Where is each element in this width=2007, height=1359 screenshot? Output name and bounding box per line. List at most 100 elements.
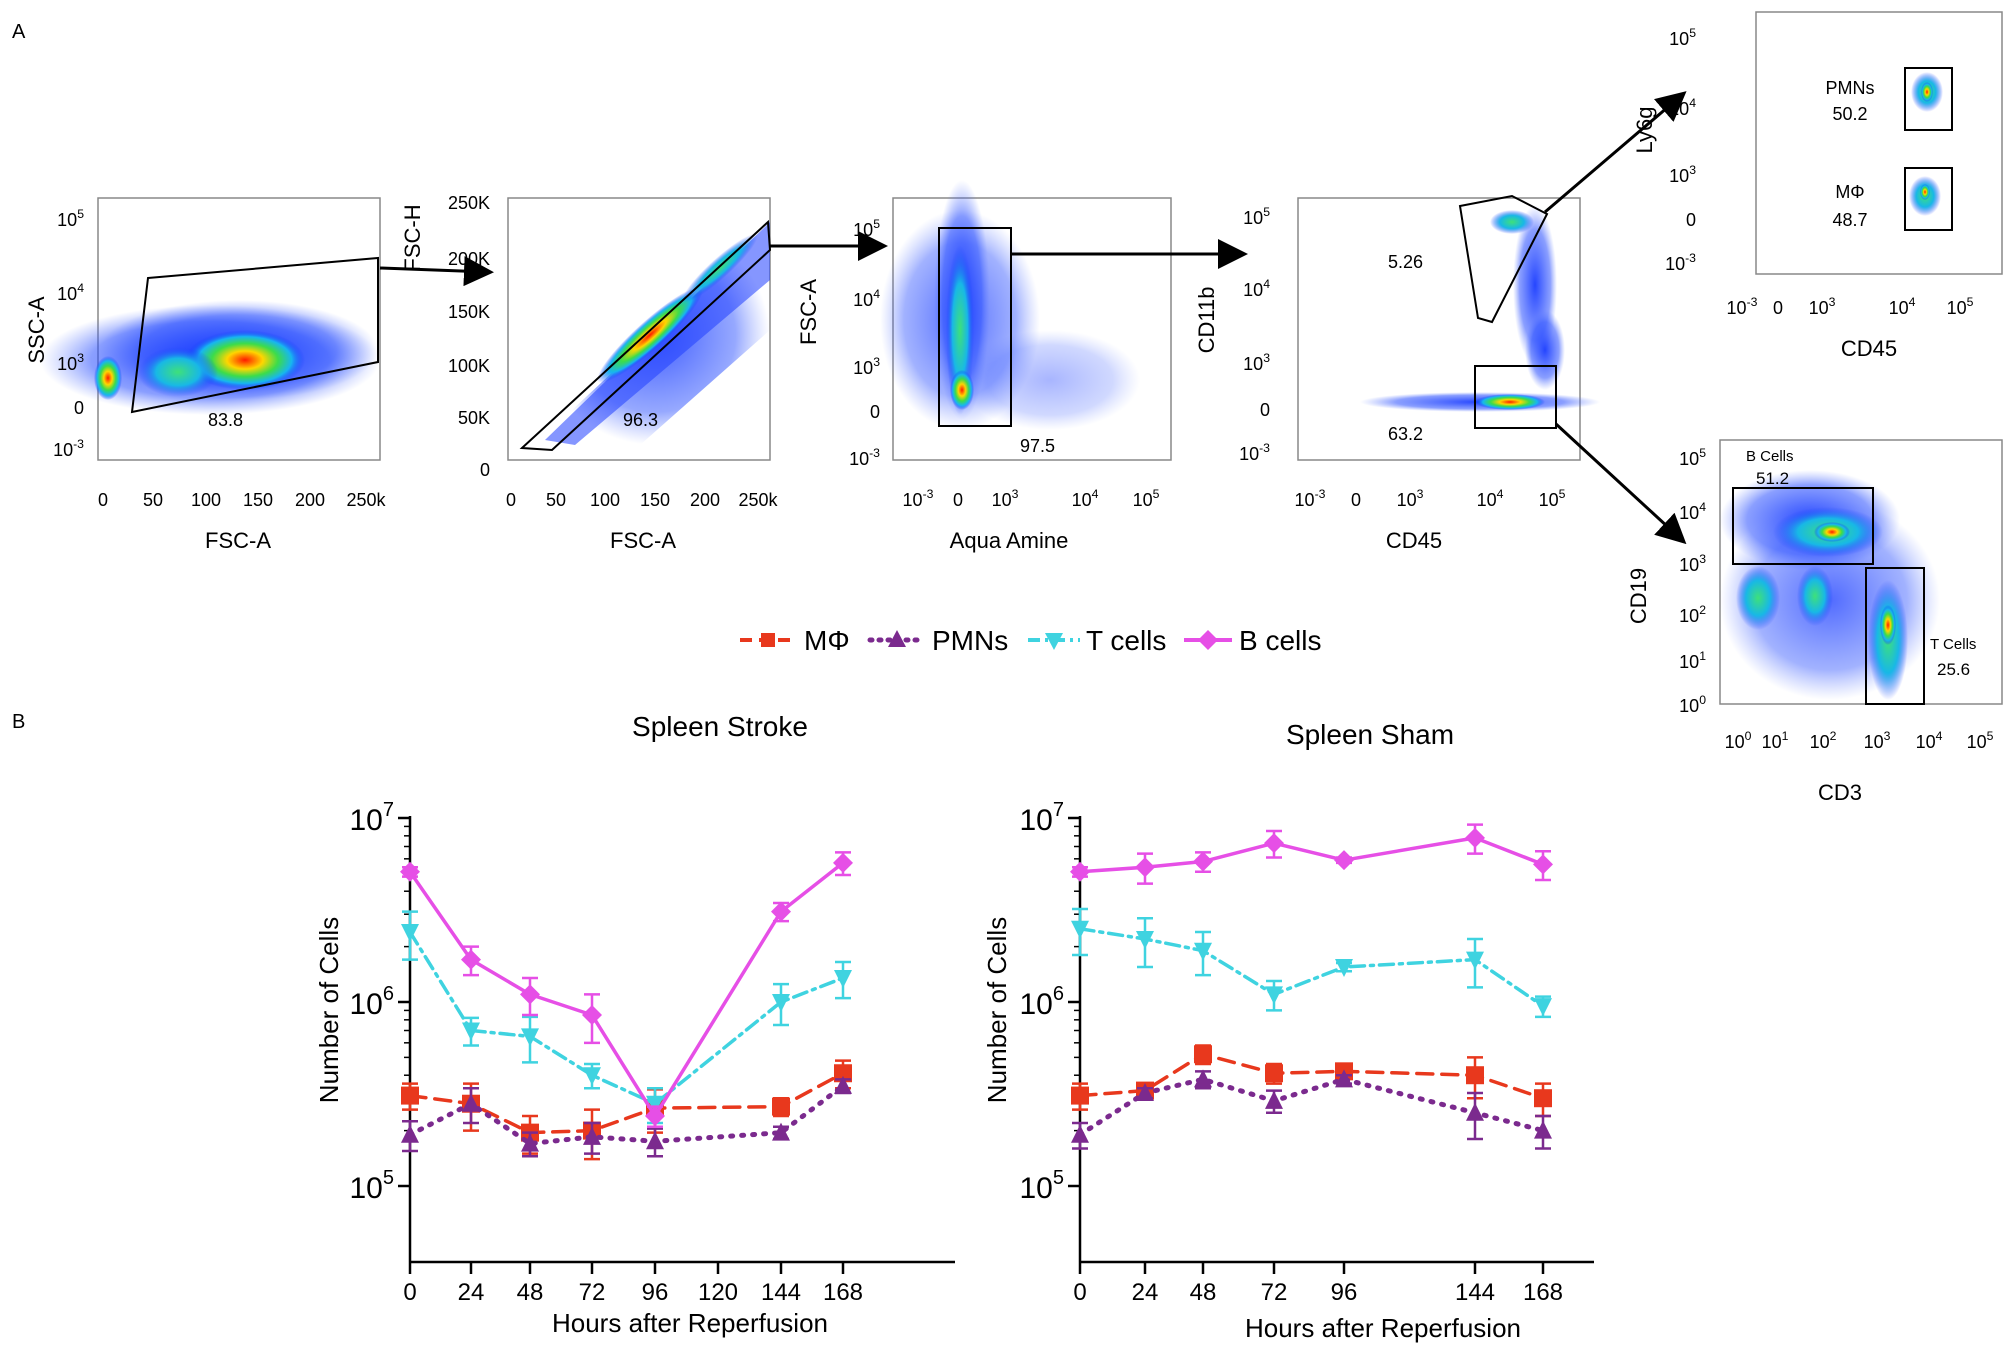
flow-plot-4-ylabel: CD11b [1194,287,1219,354]
data-point [772,1097,790,1116]
panel-label-b: B [12,711,25,733]
flow-plot-4-xtick: 104 [1477,487,1504,510]
flow-plot-3-ytick: 104 [853,287,880,310]
x-tick-label: 72 [579,1279,606,1306]
flow-plot-3-ytick: 10-3 [849,446,880,469]
chart-series-group [400,851,853,1161]
flow-plot-2-gate [519,219,772,452]
data-point [583,1126,601,1145]
series-b-cells [400,851,853,1128]
data-point [582,1004,602,1025]
flow-plot-6-ytick: 105 [1679,446,1706,469]
series-t-cells [401,910,852,1125]
flow-plot-2-ytick: 100K [448,356,490,376]
data-point [1194,1045,1212,1064]
x-tick-label: 96 [642,1279,669,1306]
flow-plot-2-xtick: 150 [640,490,670,510]
flow-plot-3-ytick: 0 [870,402,880,422]
flow-plot-6-frame [1719,439,2003,705]
chart-ticks: 107 106 105 0 24 48 72 96 144 168 [1020,799,1564,1306]
flow-plot-1-xtick: 0 [98,490,108,510]
y-tick-label: 106 [350,983,395,1021]
flow-plot-2-gate-value: 96.3 [623,410,658,430]
chart-ticks: 107 106 105 0 24 48 72 96 120 144 168 [350,799,864,1306]
flow-plot-6-gate-b-name: B Cells [1746,448,1794,465]
chart-title: Spleen Stroke [632,711,808,742]
flow-arrow-1 [379,256,494,287]
y-axis-label: Number of Cells [314,917,344,1103]
flow-plot-4-density [1360,205,1600,412]
data-point [772,994,790,1012]
flow-plot-1-gate [130,256,379,414]
flow-plot-5-ylabel: Ly6g [1632,107,1657,154]
flow-plot-6-gate-t [1865,567,1925,705]
flow-plot-3-ytick: 105 [853,217,880,240]
flow-plot-4-gate-top [1458,194,1549,324]
flow-plot-5-gate-bottom [1904,167,1953,231]
data-point [1534,998,1552,1017]
flow-plot-2-ylabel: FSC-H [400,204,425,271]
legend: MΦ PMNs T cells B cells [740,625,1321,656]
data-point [401,924,419,943]
flow-plot-5: PMNs 50.2 MΦ 48.7 105 104 103 0 10-3 10-… [1632,11,2003,361]
panel-label-a: A [12,21,26,43]
data-point [1335,1069,1353,1088]
data-point [461,949,481,970]
flow-plot-5-gate-bottom-name: MΦ [1835,182,1864,202]
data-point [1071,1124,1089,1143]
flow-plot-2-ytick: 200K [448,249,490,269]
flow-plot-6-ytick: 100 [1679,693,1706,716]
flow-plot-4-gate-bottom-value: 63.2 [1388,424,1423,444]
flow-plot-2-xtick: 100 [590,490,620,510]
flow-plot-3-xtick: 104 [1072,487,1099,510]
flow-plot-5-gate-top-name: PMNs [1826,78,1875,98]
flow-plot-6-gate-b [1732,487,1874,565]
x-tick-label: 168 [823,1279,863,1306]
chart-spleen-stroke: Spleen Stroke Number of Cells Hours afte… [314,711,955,1338]
data-point [1070,861,1090,882]
flow-plot-5-xtick: 104 [1889,295,1916,318]
series-pmns [401,1075,852,1158]
flow-plot-3-xtick: 103 [992,487,1019,510]
flow-plot-1-ytick: 0 [74,398,84,418]
flow-plot-4-xtick: 0 [1351,490,1361,510]
legend-label: T cells [1086,625,1166,656]
flow-plot-2-ytick: 50K [458,408,490,428]
x-tick-label: 24 [1132,1279,1159,1306]
data-point [401,1086,419,1105]
flow-plot-2-density [540,222,770,445]
data-point [1534,1120,1552,1139]
data-point [583,1067,601,1086]
data-point [833,852,853,873]
legend-marker [888,630,906,647]
flow-plot-5-xtick: 0 [1773,298,1783,318]
data-point [401,1124,419,1143]
series-line [408,861,845,1118]
flow-plot-6-ytick: 101 [1679,649,1706,672]
flow-plot-6-xtick: 100 [1725,729,1752,752]
data-point [1136,930,1154,949]
flow-plot-3-xtick: 105 [1133,487,1160,510]
flow-plot-1-xtick: 250k [346,490,386,510]
flow-plot-6-xtick: 102 [1810,729,1837,752]
flow-plot-1-ytick: 10-3 [53,437,84,460]
chart-spleen-sham: Spleen Sham Number of Cells Hours after … [982,719,1594,1343]
legend-item-b-cells: B cells [1184,625,1321,656]
flow-plot-3-density [880,180,1140,430]
flow-plot-4-ytick: 0 [1260,400,1270,420]
data-point [1071,920,1089,939]
data-point [462,1093,480,1112]
flow-plot-6-gate-b-value: 51.2 [1756,469,1789,488]
flow-plot-6: B Cells 51.2 T Cells 25.6 105 104 103 10… [1626,439,2003,805]
flow-plot-4-xlabel: CD45 [1386,528,1442,553]
x-tick-label: 144 [1455,1279,1495,1306]
y-axis-label: Number of Cells [982,917,1012,1103]
flow-plot-5-xtick: 103 [1809,295,1836,318]
x-tick-label: 0 [403,1279,416,1306]
data-point [1466,1066,1484,1085]
flow-plot-3-gate [938,227,1012,427]
flow-plot-4-ytick: 105 [1243,205,1270,228]
y-tick-label: 107 [1020,799,1065,837]
flow-plot-1-xtick: 50 [143,490,163,510]
flow-plot-6-density [1720,470,1940,700]
